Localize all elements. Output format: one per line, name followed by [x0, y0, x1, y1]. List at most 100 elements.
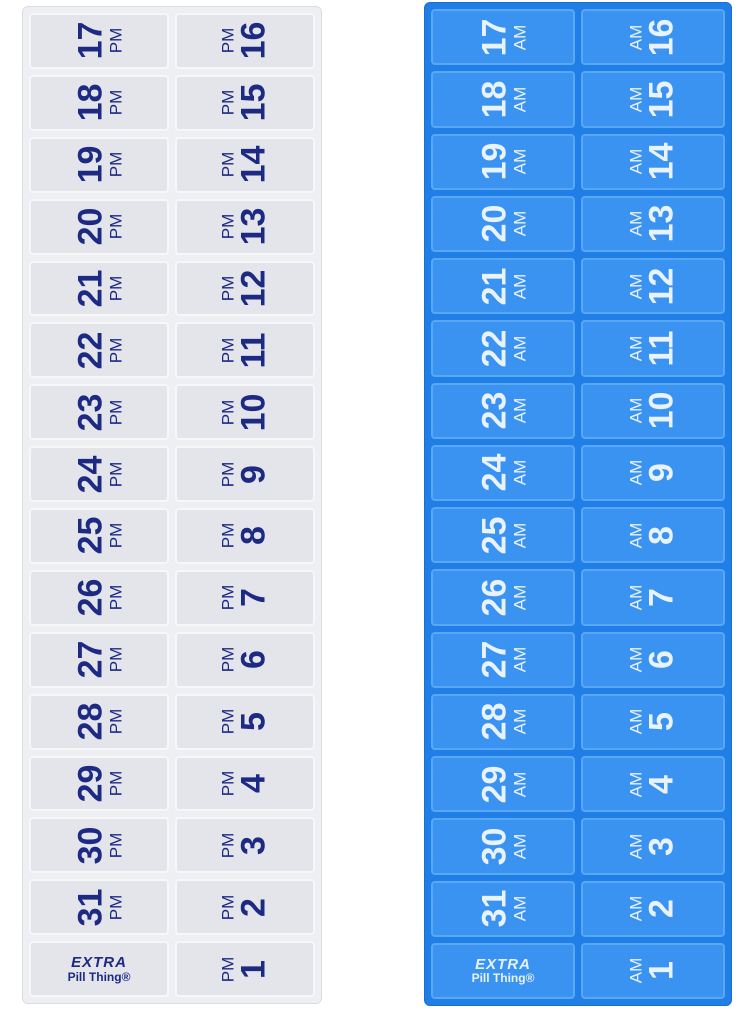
compartment-lid[interactable]: AM 15 [581, 71, 725, 128]
compartment-lid[interactable]: PM 5 [175, 693, 315, 750]
day-number: 16 [234, 22, 273, 60]
compartment-lid[interactable]: AM 7 [581, 569, 725, 626]
compartment-lid[interactable]: 27 AM [431, 631, 575, 688]
day-label: 21 PM [71, 270, 125, 308]
compartment-lid[interactable]: AM 12 [581, 258, 725, 315]
day-label: PM 14 [218, 146, 272, 184]
compartment-lid[interactable]: PM 16 [175, 13, 315, 69]
compartment-lid[interactable]: AM 16 [581, 9, 725, 66]
day-label: 31 AM [475, 890, 529, 928]
compartment-lid[interactable]: PM 12 [175, 260, 315, 317]
compartment-lid[interactable]: 30 PM [29, 817, 169, 874]
compartment-lid[interactable]: 23 PM [29, 384, 169, 441]
day-label: PM 5 [219, 709, 273, 735]
compartment-lid[interactable]: 22 PM [29, 322, 169, 379]
day-number: 29 [71, 764, 110, 803]
compartment-lid[interactable]: 29 PM [29, 755, 169, 812]
day-number: 12 [234, 269, 273, 308]
compartment-lid[interactable]: PM 8 [175, 508, 315, 564]
compartment-lid[interactable]: AM 1 [581, 942, 725, 999]
compartment-lid[interactable]: AM 4 [581, 756, 725, 813]
compartment-lid[interactable]: PM 13 [175, 198, 315, 255]
compartment-lid[interactable]: 17 PM [29, 13, 169, 69]
compartment-lid[interactable]: 22 AM [431, 320, 575, 377]
compartment-lid[interactable]: AM 3 [581, 818, 725, 875]
compartment-lid[interactable]: 26 AM [431, 569, 575, 626]
compartment-lid[interactable]: 31 AM [431, 880, 575, 937]
period-label: AM [510, 584, 530, 611]
compartment-lid[interactable]: AM 6 [581, 631, 725, 688]
compartment-lid[interactable]: PM 9 [175, 446, 315, 502]
day-label: AM 16 [626, 18, 680, 56]
compartment-lid[interactable]: AM 2 [581, 880, 725, 937]
compartment-lid[interactable]: AM 9 [581, 444, 725, 501]
compartment-lid[interactable]: PM 6 [175, 631, 315, 688]
day-label: 20 PM [71, 208, 126, 246]
period-label: PM [106, 708, 126, 735]
day-number: 22 [71, 331, 110, 370]
compartment-lid[interactable]: AM 8 [581, 507, 725, 564]
compartment-lid[interactable]: AM 13 [581, 195, 725, 252]
period-label: PM [106, 213, 126, 240]
compartment-lid[interactable]: PM 2 [175, 879, 315, 936]
day-label: AM 1 [627, 958, 681, 984]
compartment-lid[interactable]: AM 14 [581, 133, 725, 190]
compartment-lid[interactable]: 25 AM [431, 507, 575, 564]
compartment-lid[interactable]: 17 AM [431, 9, 575, 66]
compartment-lid[interactable]: 27 PM [29, 631, 169, 688]
compartment-lid[interactable]: 19 AM [431, 133, 575, 190]
period-label: PM [106, 151, 126, 178]
compartment-lid[interactable]: 20 PM [29, 198, 169, 255]
day-number: 5 [642, 712, 681, 732]
compartment-lid[interactable]: PM 14 [175, 136, 315, 193]
compartment-lid[interactable]: 25 PM [29, 508, 169, 564]
compartment-lid[interactable]: AM 10 [581, 382, 725, 439]
compartment-lid[interactable]: 18 AM [431, 71, 575, 128]
compartment-lid[interactable]: 18 PM [29, 74, 169, 131]
compartment-lid[interactable]: 30 AM [431, 818, 575, 875]
compartment-lid[interactable]: PM 11 [175, 322, 315, 379]
day-number: 19 [475, 142, 514, 181]
compartment-lid[interactable]: PM 4 [175, 755, 315, 812]
day-label: 25 PM [71, 517, 125, 555]
compartment-lid[interactable]: PM 15 [175, 74, 315, 131]
compartment-lid[interactable]: 21 AM [431, 258, 575, 315]
compartment-lid[interactable]: 29 AM [431, 756, 575, 813]
day-label: AM 11 [626, 330, 680, 366]
day-label: AM 12 [626, 267, 680, 305]
compartment-lid[interactable]: 28 PM [29, 693, 169, 750]
compartment-lid[interactable]: 31 PM [29, 879, 169, 936]
compartment-lid[interactable]: 24 AM [431, 444, 575, 501]
day-label: AM 9 [627, 460, 681, 486]
day-number: 13 [234, 207, 273, 246]
compartment-lid[interactable]: PM 10 [175, 384, 315, 441]
day-number: 3 [234, 835, 273, 855]
compartment-lid[interactable]: 21 PM [29, 260, 169, 317]
day-label: 18 PM [71, 84, 125, 122]
compartment-lid[interactable]: 23 AM [431, 382, 575, 439]
compartment-lid[interactable]: 28 AM [431, 693, 575, 750]
day-number: 18 [475, 80, 514, 119]
day-number: 4 [642, 774, 681, 794]
day-label: AM 7 [627, 585, 681, 611]
compartment-lid[interactable]: 26 PM [29, 569, 169, 626]
compartment-lid[interactable]: AM 11 [581, 320, 725, 377]
logo-line2: Pill Thing® [67, 969, 131, 984]
day-number: 25 [475, 516, 514, 555]
period-label: PM [106, 832, 126, 859]
period-label: AM [510, 86, 530, 113]
day-number: 4 [234, 773, 273, 793]
compartment-lid[interactable]: PM 1 [175, 941, 315, 997]
compartment-lid[interactable]: 19 PM [29, 136, 169, 193]
day-number: 6 [642, 650, 681, 670]
period-label: PM [106, 399, 126, 425]
compartment-lid[interactable]: 20 AM [431, 195, 575, 252]
day-label: 18 AM [475, 80, 530, 119]
compartment-lid[interactable]: PM 7 [175, 569, 315, 626]
compartment-lid[interactable]: AM 5 [581, 693, 725, 750]
compartment-lid[interactable]: 24 PM [29, 446, 169, 502]
period-label: AM [510, 24, 530, 50]
period-label: AM [510, 335, 530, 362]
day-number: 23 [475, 391, 514, 430]
compartment-lid[interactable]: PM 3 [175, 817, 315, 874]
